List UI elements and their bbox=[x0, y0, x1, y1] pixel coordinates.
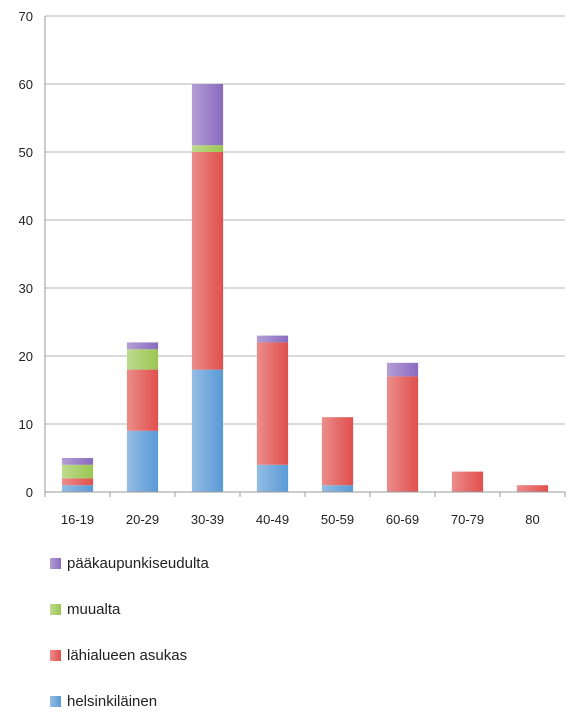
legend-swatch bbox=[50, 557, 61, 569]
bar-segment bbox=[321, 417, 354, 486]
bar-segment bbox=[321, 485, 354, 492]
x-tick-label: 40-49 bbox=[256, 512, 289, 527]
y-tick-label: 60 bbox=[19, 77, 33, 92]
bar-segment bbox=[386, 376, 419, 492]
stacked-bar-chart: 0 10 20 30 40 50 60 70 16-19 20-29 30-39 40-49 50-59… bbox=[19, 9, 566, 527]
legend-swatch bbox=[50, 649, 61, 661]
legend-label: helsinkiläinen bbox=[67, 692, 158, 710]
bar-segment bbox=[256, 464, 289, 492]
legend-label: muualta bbox=[67, 600, 121, 618]
y-tick-label: 70 bbox=[19, 9, 33, 24]
bar-segment bbox=[61, 464, 94, 479]
y-tick-label: 20 bbox=[19, 349, 33, 364]
x-tick-label: 16-19 bbox=[61, 512, 94, 527]
legend-item: helsinkiläinen bbox=[50, 678, 209, 724]
x-tick-label: 20-29 bbox=[126, 512, 159, 527]
y-tick-label: 50 bbox=[19, 145, 33, 160]
bar-segment bbox=[61, 485, 94, 492]
x-tick-label: 70-79 bbox=[451, 512, 484, 527]
y-tick-label: 30 bbox=[19, 281, 33, 296]
x-tick-label: 60-69 bbox=[386, 512, 419, 527]
bar-segment bbox=[61, 458, 94, 465]
bar-segment bbox=[516, 485, 549, 492]
x-tick-label: 30-39 bbox=[191, 512, 224, 527]
legend-swatch bbox=[50, 695, 61, 707]
bar-segment bbox=[256, 335, 289, 343]
bar-segment bbox=[126, 342, 159, 350]
bar-segment bbox=[191, 145, 224, 152]
bar-segment bbox=[126, 369, 159, 431]
bar-segment bbox=[126, 349, 159, 370]
bar-segment bbox=[191, 369, 224, 492]
bar-segment bbox=[451, 471, 484, 492]
x-tick-label: 50-59 bbox=[321, 512, 354, 527]
legend-label: pääkaupunkiseudulta bbox=[67, 554, 209, 572]
legend-item: muualta bbox=[50, 586, 209, 632]
y-tick-label: 0 bbox=[26, 485, 33, 500]
legend-swatch bbox=[50, 603, 61, 615]
bar-segment bbox=[191, 84, 224, 146]
y-tick-label: 40 bbox=[19, 213, 33, 228]
chart-legend: pääkaupunkiseudulta muualta lähialueen asu… bbox=[50, 540, 209, 724]
legend-item: pääkaupunkiseudulta bbox=[50, 540, 209, 586]
bar-segment bbox=[386, 362, 419, 377]
x-tick-label: 80 bbox=[525, 512, 539, 527]
bar-segment bbox=[191, 152, 224, 370]
bar-segment bbox=[61, 478, 94, 486]
y-tick-label: 10 bbox=[19, 417, 33, 432]
bar-segment bbox=[256, 342, 289, 465]
legend-label: lähialueen asukas bbox=[67, 646, 188, 664]
bar-segment bbox=[126, 430, 159, 492]
legend-item: lähialueen asukas bbox=[50, 632, 209, 678]
